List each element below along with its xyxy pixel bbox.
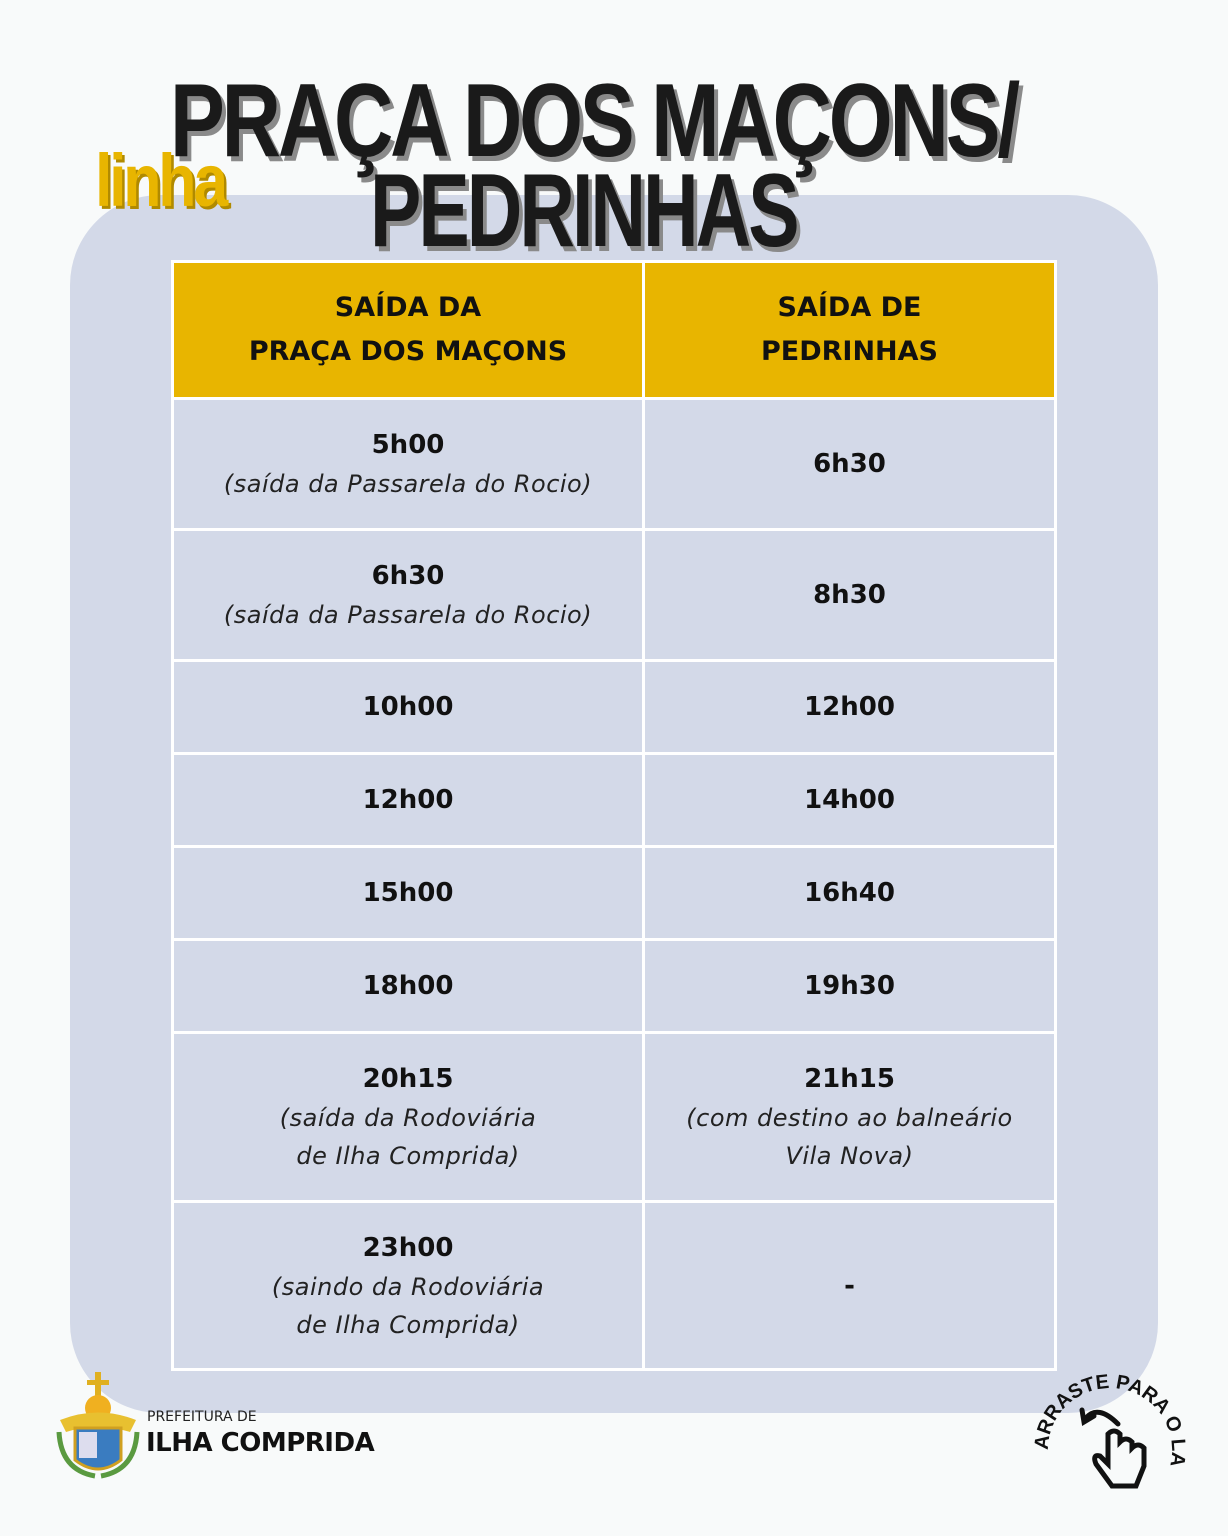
departure-time: 6h30 bbox=[813, 449, 886, 479]
swipe-hint: ARRASTE PARA O LADO bbox=[1028, 1362, 1189, 1489]
table-row: 15h00 16h40 bbox=[171, 845, 1057, 941]
departure-note: (saindo da Rodoviária de Ilha Comprida) bbox=[271, 1272, 545, 1339]
departure-time: 14h00 bbox=[804, 785, 895, 815]
table-row: 10h00 12h00 bbox=[171, 659, 1057, 755]
departure-time: 20h15 bbox=[362, 1064, 454, 1094]
departure-time: 12h00 bbox=[362, 785, 454, 815]
table-cell: 23h00 (saindo da Rodoviária de Ilha Compr… bbox=[171, 1200, 645, 1371]
departure-time: 16h40 bbox=[804, 878, 895, 908]
departure-time: 18h00 bbox=[362, 971, 454, 1001]
table-cell: 6h30 (saída da Passarela do Rocio) bbox=[171, 528, 645, 662]
table-cell: 6h30 bbox=[642, 397, 1057, 531]
title-line-1: PRAÇA DOS MAÇONS/ bbox=[170, 63, 1020, 179]
table-cell: 20h15 (saída da Rodoviária de Ilha Compri… bbox=[171, 1031, 645, 1203]
table-cell: 12h00 bbox=[642, 659, 1057, 755]
table-row: 20h15 (saída da Rodoviária de Ilha Compri… bbox=[171, 1031, 1057, 1203]
departure-note: (saída da Rodoviária de Ilha Comprida) bbox=[279, 1104, 537, 1170]
table-row: 18h00 19h30 bbox=[171, 938, 1057, 1034]
table-cell: 21h15 (com destino ao balneário Vila Nova… bbox=[642, 1031, 1057, 1203]
departure-time: - bbox=[844, 1270, 855, 1301]
table-cell: 12h00 bbox=[171, 752, 645, 848]
org-label-big: ILHA COMPRIDA bbox=[146, 1428, 375, 1458]
departure-time: 5h00 bbox=[371, 430, 445, 460]
table-row: 12h00 14h00 bbox=[171, 752, 1057, 848]
departure-time: 12h00 bbox=[804, 692, 895, 722]
schedule-table: SAÍDA DA PRAÇA DOS MAÇONS SAÍDA DE PEDRI… bbox=[171, 260, 1057, 1371]
table-row: 23h00 (saindo da Rodoviária de Ilha Compr… bbox=[171, 1200, 1057, 1371]
column-header: SAÍDA DA PRAÇA DOS MAÇONS bbox=[171, 260, 645, 400]
departure-note: (com destino ao balneário Vila Nova) bbox=[686, 1104, 1013, 1170]
departure-time: 19h30 bbox=[804, 971, 895, 1001]
hand-swipe-icon bbox=[1079, 1407, 1147, 1489]
org-label-small: PREFEITURA DE bbox=[147, 1409, 257, 1425]
table-row: 6h30 (saída da Passarela do Rocio) 8h30 bbox=[171, 528, 1057, 662]
departure-time: 10h00 bbox=[362, 692, 454, 722]
coat-of-arms-logo bbox=[56, 1372, 140, 1479]
table-cell: - bbox=[642, 1200, 1057, 1371]
table-cell: 15h00 bbox=[171, 845, 645, 941]
table-cell: 18h00 bbox=[171, 938, 645, 1034]
table-cell: 14h00 bbox=[642, 752, 1057, 848]
table-row: 5h00 (saída da Passarela do Rocio) 6h30 bbox=[171, 397, 1057, 531]
departure-time: 23h00 bbox=[362, 1232, 454, 1263]
column-header: SAÍDA DE PEDRINHAS bbox=[642, 260, 1057, 400]
departure-time: 21h15 bbox=[804, 1064, 895, 1094]
departure-time: 8h30 bbox=[813, 580, 886, 610]
title-line-2: PEDRINHAS bbox=[370, 153, 800, 269]
departure-note: (saída da Passarela do Rocio) bbox=[223, 601, 593, 629]
table-cell: 8h30 bbox=[642, 528, 1057, 662]
table-cell: 10h00 bbox=[171, 659, 645, 755]
table-cell: 16h40 bbox=[642, 845, 1057, 941]
departure-note: (saída da Passarela do Rocio) bbox=[223, 470, 593, 498]
table-cell: 5h00 (saída da Passarela do Rocio) bbox=[171, 397, 645, 531]
departure-time: 6h30 bbox=[371, 561, 445, 591]
departure-time: 15h00 bbox=[362, 878, 454, 908]
title-prefix: linha bbox=[95, 139, 228, 222]
table-cell: 19h30 bbox=[642, 938, 1057, 1034]
